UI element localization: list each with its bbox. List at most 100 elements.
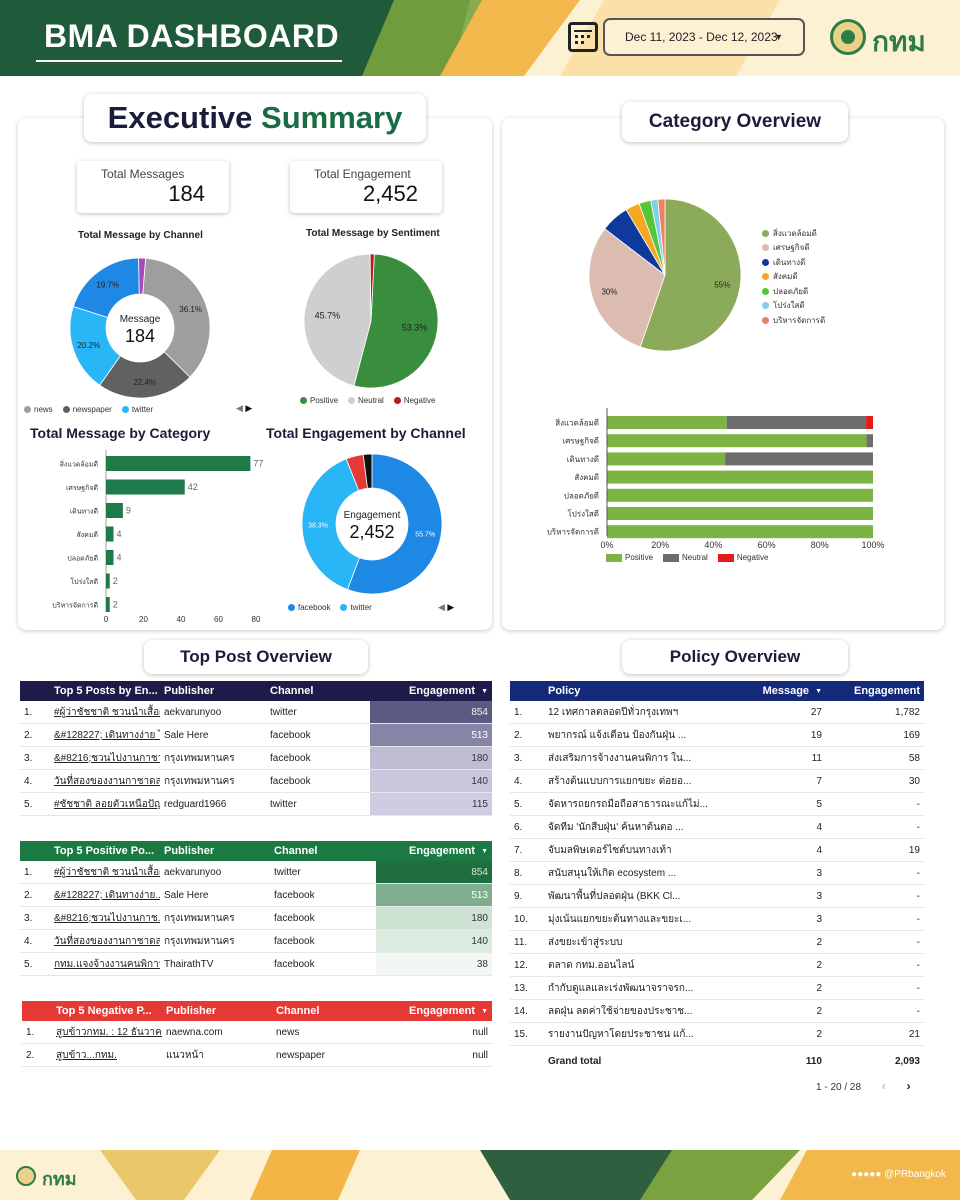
pie-slice[interactable]: [657, 198, 666, 276]
column-header-publisher[interactable]: Publisher: [166, 1005, 217, 1017]
caret-down-icon[interactable]: ▼: [774, 32, 783, 42]
legend-item[interactable]: บริหารจัดการดี: [762, 313, 825, 328]
bar[interactable]: [106, 503, 123, 518]
legend-item[interactable]: ปลอดภัยดี: [762, 284, 825, 299]
legend-pager[interactable]: ◀ ▶: [236, 403, 253, 413]
legend-item[interactable]: twitter: [121, 405, 153, 414]
stacked-bar-segment[interactable]: [726, 416, 867, 429]
stacked-bar-segment[interactable]: [607, 434, 867, 448]
legend-item[interactable]: news: [24, 405, 53, 414]
legend-item[interactable]: twitter: [340, 603, 372, 612]
pie-slice[interactable]: [353, 253, 439, 389]
legend-item[interactable]: Neutral: [348, 396, 384, 405]
table-row[interactable]: 9. พัฒนาพื้นที่ปลอดฝุ่น (BKK Cl... 3 -: [510, 885, 924, 908]
table-row[interactable]: 3. &#8216;ชวนไปงานกาช... กรุงเทพมหานคร face…: [20, 907, 492, 930]
post-link[interactable]: #ผู้ว่าชัชชาติ ชวนนำเสื้อผ้...: [54, 866, 160, 878]
column-header-engagement[interactable]: Engagement ▼: [409, 845, 488, 857]
table-row[interactable]: 2. พยากรณ์ แจ้งเตือน ป้องกันฝุ่น ... 19 169: [510, 724, 924, 747]
legend-item[interactable]: สังคมดี: [762, 270, 825, 285]
legend-item[interactable]: สิ่งแวดล้อมดี: [762, 226, 825, 241]
table-row[interactable]: 5. #ชัชชาติ ลอยตัวเหนือปัญหาโพ... redguard…: [20, 793, 492, 816]
stacked-bar-segment[interactable]: [607, 507, 873, 520]
stacked-bar-segment[interactable]: [725, 452, 873, 466]
legend-item[interactable]: เดินทางดี: [762, 255, 825, 270]
column-header-post[interactable]: Top 5 Negative P...: [56, 1005, 152, 1017]
post-link[interactable]: &#128227; เดินทางง่าย...: [54, 889, 160, 901]
social-handle[interactable]: ●●●●● @PRbangkok: [851, 1169, 946, 1180]
pie-slice[interactable]: [369, 253, 375, 322]
sort-desc-icon[interactable]: ▼: [815, 687, 822, 695]
post-link[interactable]: สูบข้าว...กทม.: [56, 1049, 117, 1061]
legend-item[interactable]: newspaper: [62, 405, 112, 414]
table-row[interactable]: 12. ตลาด กทม.ออนไลน์ 2 -: [510, 954, 924, 977]
table-row[interactable]: 1. #ผู้ว่าชัชชาติ ชวนนำเสื้อผ้า... aekvaru…: [20, 701, 492, 724]
table-row[interactable]: 4. วันที่สองของงานกาชาดสว... กรุงเทพมหานคร…: [20, 930, 492, 953]
table-row[interactable]: 7. จับมลพิษเตอร์ไซต์บนทางเท้า 4 19: [510, 839, 924, 862]
column-header-post[interactable]: Top 5 Positive Po...: [54, 845, 155, 857]
table-row[interactable]: 14. ลดฝุ่น ลดค่าใช้จ่ายของประชาช... 2 -: [510, 1000, 924, 1023]
pie-slice[interactable]: [99, 351, 191, 399]
table-row[interactable]: 3. &#8216;ชวนไปงานกาชา... กรุงเทพมหานคร fac…: [20, 747, 492, 770]
pie-slice[interactable]: [303, 253, 372, 387]
legend-item[interactable]: Positive: [300, 396, 338, 405]
legend-item[interactable]: Positive: [606, 553, 653, 562]
legend-item[interactable]: Neutral: [663, 553, 708, 562]
column-header-message[interactable]: Message ▼: [762, 685, 822, 697]
column-header-channel[interactable]: Channel: [274, 845, 318, 857]
table-row[interactable]: 1. 12 เทศกาลตลอดปีทั่วกรุงเทพฯ 27 1,782: [510, 701, 924, 724]
table-row[interactable]: 8. สนับสนุนให้เกิด ecosystem ... 3 -: [510, 862, 924, 885]
table-row[interactable]: 15. รายงานปัญหาโดยประชาชน แก้... 2 21: [510, 1023, 924, 1046]
post-link[interactable]: วันที่สองของงานกาชาดสวน...: [54, 775, 160, 787]
post-link[interactable]: สูบข้าวกทม. : 12 ธันวาคม...: [56, 1026, 162, 1038]
stacked-bar-segment[interactable]: [607, 416, 727, 429]
bar[interactable]: [106, 526, 114, 542]
column-header-engagement[interactable]: Engagement: [853, 685, 920, 697]
sort-desc-icon[interactable]: ▼: [481, 847, 488, 855]
table-row[interactable]: 1. #ผู้ว่าชัชชาติ ชวนนำเสื้อผ้... aekvarun…: [20, 861, 492, 884]
table-row[interactable]: 13. กำกับดูแลและเร่งพัฒนาจราจรก... 2 -: [510, 977, 924, 1000]
post-link[interactable]: &#128227; เดินทางง่าย ไ...: [54, 729, 160, 741]
legend-item[interactable]: Negative: [717, 553, 768, 562]
table-row[interactable]: 2. &#128227; เดินทางง่าย... Sale Here faceb…: [20, 884, 492, 907]
post-link[interactable]: &#8216;ชวนไปงานกาชา...: [54, 752, 160, 764]
pie-slice[interactable]: [138, 257, 147, 295]
table-row[interactable]: 2. &#128227; เดินทางง่าย ไ... Sale Here fac…: [20, 724, 492, 747]
column-header-engagement[interactable]: Engagement ▼: [409, 685, 488, 697]
next-page-icon[interactable]: ›: [906, 1079, 911, 1093]
legend-item[interactable]: facebook: [288, 603, 330, 612]
table-row[interactable]: 5. กทม.แจงจ้างงานคนพิการ ... ThairathTV fac…: [20, 953, 492, 976]
table-row[interactable]: 3. ส่งเสริมการจ้างงานคนพิการ ใน... 11 58: [510, 747, 924, 770]
date-range-picker[interactable]: Dec 11, 2023 - Dec 12, 2023 ▼: [603, 18, 805, 56]
table-row[interactable]: 4. วันที่สองของงานกาชาดสวน... กรุงเทพมหานค…: [20, 770, 492, 793]
stacked-bar-segment[interactable]: [607, 470, 873, 484]
post-link[interactable]: วันที่สองของงานกาชาดสว...: [54, 935, 160, 947]
column-header-channel[interactable]: Channel: [276, 1005, 320, 1017]
column-header-engagement[interactable]: Engagement ▼: [409, 1005, 488, 1017]
table-row[interactable]: 6. จัดทีม 'นักสืบฝุ่น' ค้นหาต้นตอ ... 4 -: [510, 816, 924, 839]
column-header-post[interactable]: Top 5 Posts by En...: [54, 685, 158, 697]
stacked-bar-segment[interactable]: [607, 525, 873, 539]
column-header-policy[interactable]: Policy: [548, 685, 581, 697]
sort-desc-icon[interactable]: ▼: [481, 1007, 488, 1015]
bar[interactable]: [106, 573, 110, 589]
stacked-bar-segment[interactable]: [607, 452, 726, 466]
table-row[interactable]: 11. ส่งขยะเข้าสู่ระบบ 2 -: [510, 931, 924, 954]
pie-slice[interactable]: [346, 453, 443, 595]
legend-item[interactable]: โปร่งใสดี: [762, 299, 825, 314]
pie-slice[interactable]: [301, 458, 360, 591]
bar[interactable]: [106, 550, 114, 565]
bar[interactable]: [106, 456, 251, 471]
legend-pager[interactable]: ◀ ▶: [438, 602, 455, 612]
pie-slice[interactable]: [588, 228, 666, 348]
bar[interactable]: [106, 597, 110, 612]
column-header-publisher[interactable]: Publisher: [164, 685, 215, 697]
table-row[interactable]: 5. จัดหารถยกรถมือถือสาธารณะแก้ไม่... 5 -: [510, 793, 924, 816]
stacked-bar-segment[interactable]: [607, 488, 873, 502]
column-header-channel[interactable]: Channel: [270, 685, 314, 697]
legend-item[interactable]: Negative: [393, 396, 435, 405]
calendar-icon[interactable]: [568, 22, 598, 52]
post-link[interactable]: #ผู้ว่าชัชชาติ ชวนนำเสื้อผ้า...: [54, 706, 160, 718]
prev-page-icon[interactable]: ‹: [881, 1079, 886, 1093]
sort-desc-icon[interactable]: ▼: [481, 687, 488, 695]
post-link[interactable]: #ชัชชาติ ลอยตัวเหนือปัญหาโพ...: [54, 798, 160, 810]
